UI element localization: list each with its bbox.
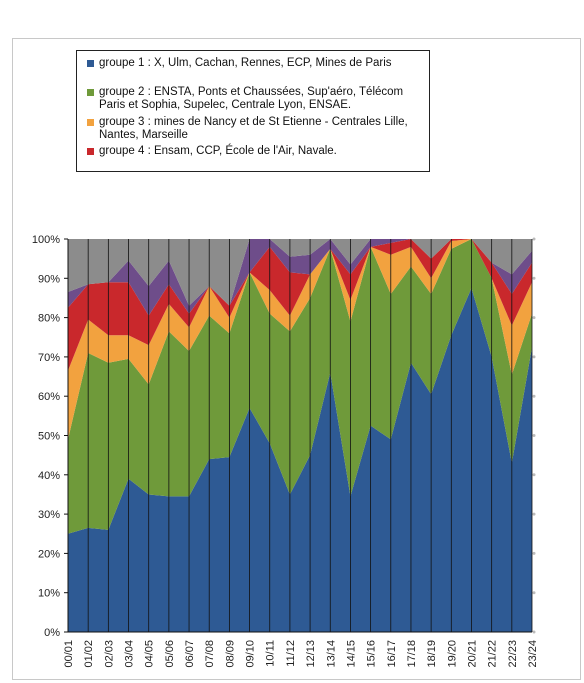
y-tick-marker-right (532, 394, 536, 398)
y-tick-label: 30% (38, 509, 60, 521)
y-tick-marker-right (532, 316, 536, 320)
y-tick-label: 0% (44, 627, 60, 639)
x-tick-label: 07/08 (204, 640, 216, 668)
y-tick-marker-right (532, 512, 536, 516)
y-tick-marker-right (532, 434, 536, 437)
y-tick-label: 60% (38, 391, 60, 403)
y-tick-marker-right (532, 355, 536, 359)
x-tick-label: 11/12 (285, 640, 297, 667)
x-tick-label: 14/15 (345, 640, 357, 668)
area-layers (68, 239, 532, 632)
x-tick-label: 18/19 (426, 640, 438, 668)
x-tick-label: 06/07 (184, 640, 196, 668)
x-tick-label: 02/03 (103, 640, 115, 668)
x-tick-label: 04/05 (144, 640, 156, 668)
y-tick-label: 80% (38, 313, 60, 325)
x-tick-label: 09/10 (245, 640, 257, 668)
legend-swatch-groupe-4 (87, 148, 94, 155)
y-tick-label: 10% (38, 588, 60, 600)
y-tick-label: 90% (38, 273, 60, 285)
x-tick-label: 22/23 (507, 640, 519, 668)
legend-label-groupe-4: groupe 4 : Ensam, CCP, École de l'Air, N… (99, 145, 337, 157)
y-tick-label: 40% (38, 470, 60, 482)
legend-swatch-groupe-1 (87, 60, 94, 67)
area-series-1 (68, 288, 532, 632)
x-tick-label: 20/21 (466, 640, 478, 668)
legend-label-groupe-3: groupe 3 : mines de Nancy et de St Etien… (99, 116, 408, 141)
y-tick-label: 20% (38, 548, 60, 560)
y-tick-marker-right (532, 473, 536, 477)
x-tick-label: 01/02 (83, 640, 95, 668)
x-tick-label: 03/04 (124, 640, 136, 668)
x-tick-label: 12/13 (305, 640, 317, 668)
x-tick-label: 08/09 (224, 640, 236, 668)
area-series-3 (68, 239, 532, 440)
area-series-4 (68, 239, 532, 371)
x-tick-label: 13/14 (325, 640, 337, 668)
legend-label-groupe-1: groupe 1 : X, Ulm, Cachan, Rennes, ECP, … (99, 57, 392, 69)
legend-swatch-groupe-2 (87, 89, 94, 96)
x-tick-label: 23/24 (527, 640, 539, 668)
y-tick-marker-right (532, 276, 536, 280)
area-series-2 (68, 239, 532, 534)
x-tick-label: 15/16 (366, 640, 378, 668)
x-tick-label: 05/06 (164, 640, 176, 668)
y-tick-label: 70% (38, 352, 60, 364)
category-gridlines (67, 239, 533, 632)
axes (64, 237, 536, 634)
legend-swatch-groupe-3 (87, 119, 94, 126)
x-tick-label: 16/17 (386, 640, 398, 668)
x-tick-labels: 00/01 01/02 02/03 03/04 04/05 05/06 06/07 07/08… (63, 640, 539, 668)
x-tick-label: 00/01 (63, 640, 75, 668)
y-tick-marker-right (532, 237, 536, 241)
y-tick-label: 100% (32, 234, 60, 246)
x-tick-label: 17/18 (406, 640, 418, 668)
y-tick-marker-right (532, 591, 536, 595)
y-tick-label: 50% (38, 431, 60, 443)
area-series-5 (68, 239, 532, 316)
legend: groupe 1 : X, Ulm, Cachan, Rennes, ECP, … (76, 50, 430, 172)
x-tick-label: 10/11 (265, 640, 277, 667)
area-series-6 (68, 239, 532, 306)
y-tick-marker-right (532, 551, 536, 555)
legend-label-groupe-2: groupe 2 : ENSTA, Ponts et Chaussées, Su… (99, 86, 404, 111)
y-tick-marker-right (532, 630, 536, 634)
x-tick-label: 19/20 (446, 640, 458, 668)
y-tick-labels: 0% 10% 20% 30% 40% 50% 60% 70% 80% 90% 100% (32, 234, 60, 639)
x-tick-label: 21/22 (487, 640, 499, 668)
